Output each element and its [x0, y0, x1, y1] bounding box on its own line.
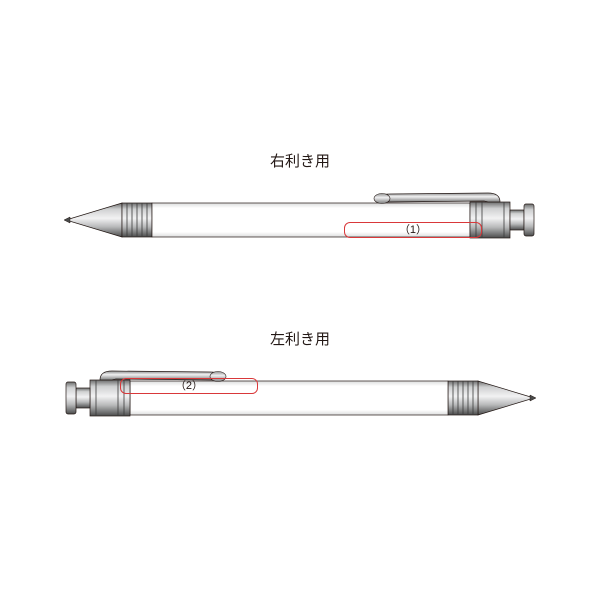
print-area-2: （2）	[120, 378, 258, 394]
label-right-handed: 右利き用	[0, 150, 600, 171]
print-area-1: （1）	[344, 222, 482, 238]
pen-right-handed	[64, 190, 536, 250]
label-left-handed: 左利き用	[0, 328, 600, 349]
pen-left-handed	[64, 368, 536, 428]
